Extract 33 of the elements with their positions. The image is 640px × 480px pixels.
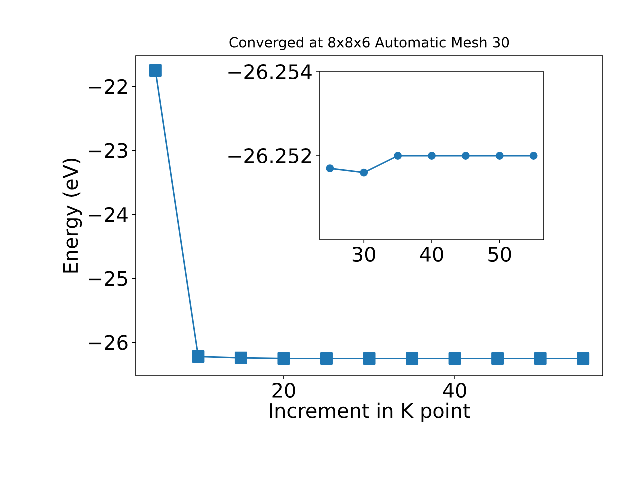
point bbox=[448, 352, 462, 365]
x-tick-label: 30 bbox=[352, 247, 376, 262]
point bbox=[496, 152, 504, 160]
point bbox=[462, 152, 470, 160]
y-axis-title: Energy (eV) bbox=[62, 158, 82, 273]
point bbox=[530, 152, 538, 160]
point bbox=[360, 168, 368, 177]
chart-title: Converged at 8x8x6 Automatic Mesh 30 bbox=[230, 36, 510, 50]
x-tick-label: 40 bbox=[420, 247, 444, 262]
x-tick-label: 20 bbox=[272, 383, 296, 398]
point bbox=[278, 352, 290, 365]
point bbox=[192, 350, 205, 364]
point bbox=[320, 352, 333, 365]
point bbox=[363, 352, 376, 365]
point bbox=[428, 152, 436, 160]
y-tick-label: −26.254 bbox=[228, 64, 312, 80]
point bbox=[577, 352, 590, 365]
x-tick-label: 50 bbox=[488, 247, 512, 262]
point bbox=[394, 152, 402, 160]
x-tick-label: 40 bbox=[443, 383, 466, 398]
y-tick-label: −26 bbox=[89, 335, 128, 350]
y-tick-label: −26.252 bbox=[228, 148, 311, 164]
point bbox=[149, 64, 162, 77]
y-tick-label: −24 bbox=[89, 207, 128, 222]
x-axis-title: Increment in K point bbox=[270, 402, 470, 422]
point bbox=[234, 352, 248, 364]
point bbox=[492, 352, 504, 365]
point bbox=[406, 352, 419, 365]
y-tick-label: −23 bbox=[89, 143, 128, 158]
point bbox=[326, 164, 334, 173]
point bbox=[534, 352, 547, 365]
y-tick-label: −22 bbox=[89, 79, 127, 94]
y-tick-label: −25 bbox=[89, 271, 128, 286]
